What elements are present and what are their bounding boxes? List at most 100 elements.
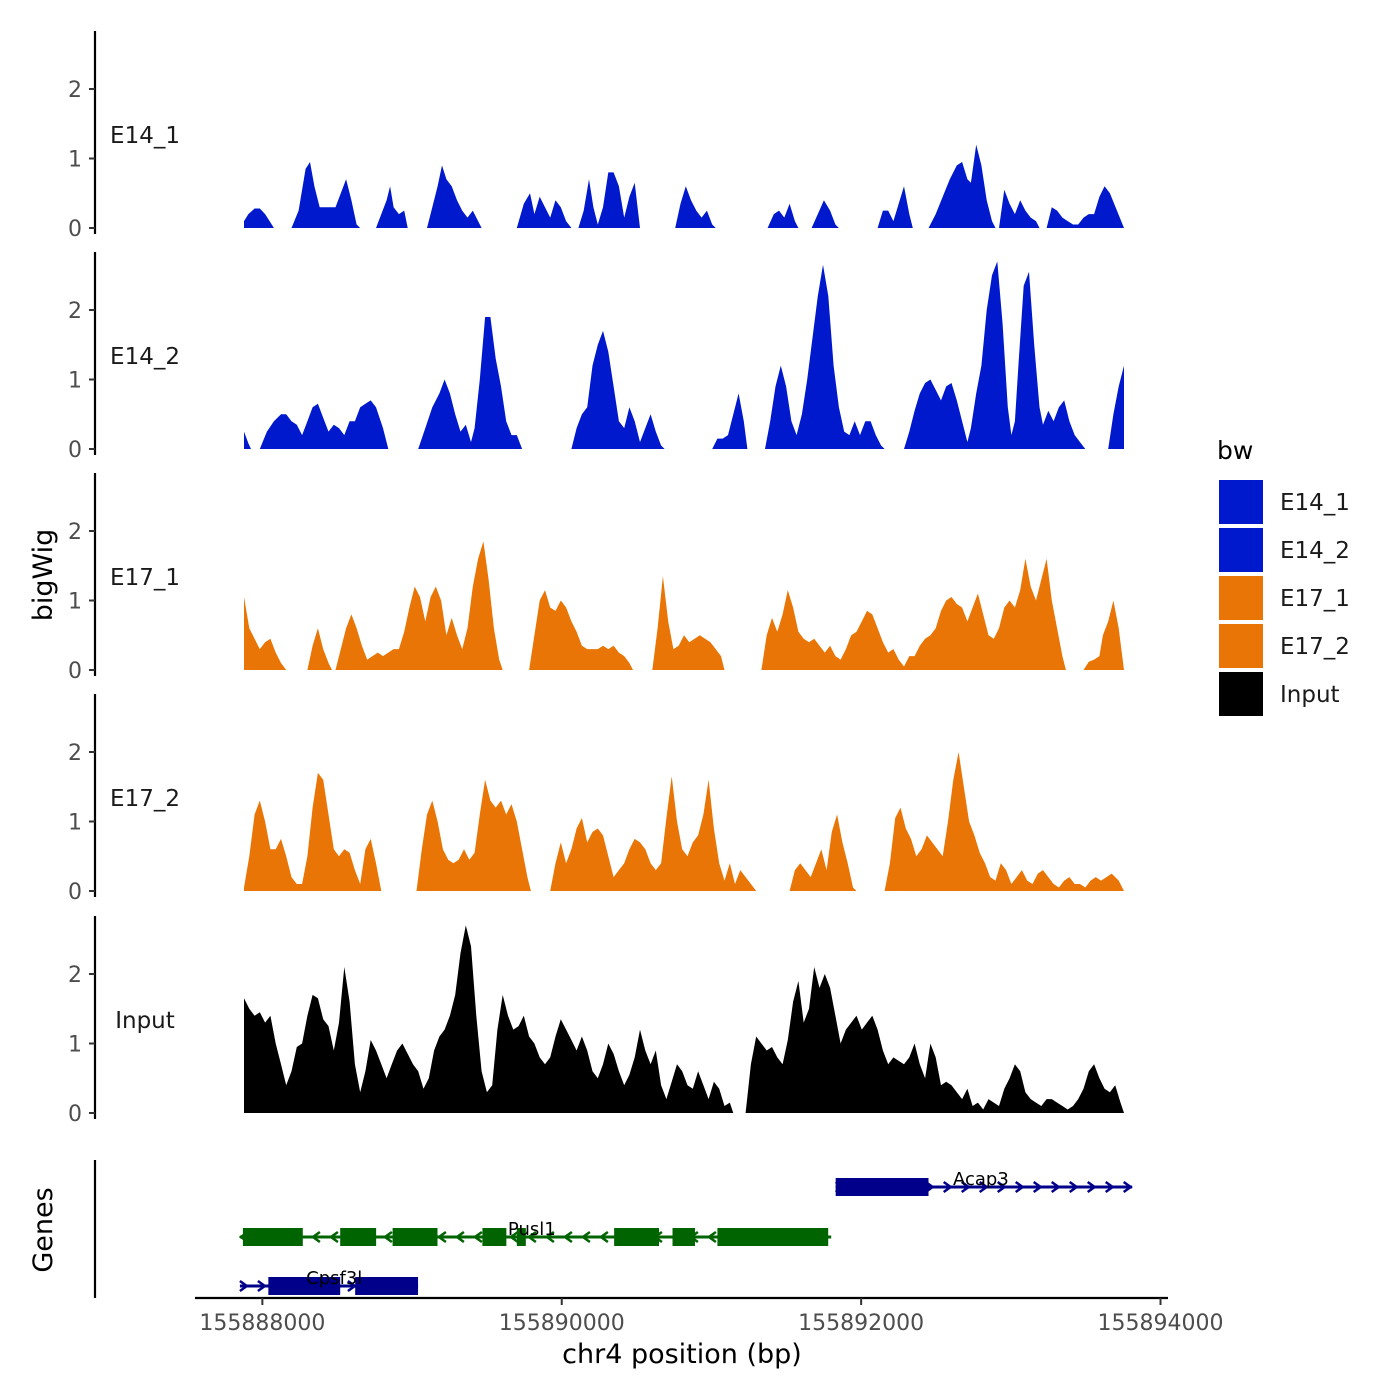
strand-chevron [454, 1230, 465, 1244]
coverage-area-e14-1 [999, 189, 1040, 228]
gene-exon [268, 1277, 341, 1295]
strand-chevron [1050, 1180, 1061, 1194]
coverage-area-e17-1 [244, 597, 287, 670]
strand-chevron [1014, 1180, 1025, 1194]
y-tick-label: 1 [68, 369, 82, 394]
gene-exon [482, 1228, 507, 1246]
legend-title: bw [1217, 436, 1253, 465]
x-tick-label: 155890000 [499, 1311, 625, 1336]
gene-exon [340, 1228, 377, 1246]
strand-chevron [1122, 1180, 1133, 1194]
coverage-area-e14-2 [571, 330, 665, 449]
strand-chevron [1104, 1180, 1115, 1194]
legend-label: E14_2 [1280, 538, 1350, 564]
legend-item-e14-2: E14_2 [1219, 528, 1350, 572]
gene-exon [242, 1228, 303, 1246]
y-tick-label: 0 [68, 217, 82, 242]
y-tick-label: 0 [68, 1102, 82, 1127]
gene-cpsf3l: Cpsf3l [239, 1268, 419, 1295]
y-axis-label: bigWig [28, 529, 59, 622]
gene-label: Acap3 [953, 1169, 1009, 1190]
coverage-area-e14-2 [418, 317, 523, 449]
legend-item-e17-2: E17_2 [1219, 624, 1350, 668]
coverage-area-e14-1 [1046, 186, 1124, 228]
strand-chevron [544, 1230, 555, 1244]
coverage-area-e17-2 [416, 779, 531, 891]
legend-item-e17-1: E17_1 [1219, 576, 1350, 620]
track-label: E17_1 [110, 565, 180, 591]
strand-chevron [310, 1230, 321, 1244]
coverage-area-e14-1 [291, 162, 361, 228]
strand-chevron [1068, 1180, 1079, 1194]
gene-acap3: Acap3 [834, 1169, 1133, 1196]
legend-item-e14-1: E14_1 [1219, 480, 1350, 524]
genes-axis-label: Genes [28, 1187, 59, 1272]
track-panel-e17-1: 0 1 2 E17_1 [68, 473, 1124, 684]
coverage-area-e17-2 [550, 776, 757, 891]
strand-chevron [436, 1230, 447, 1244]
coverage-area-e17-1 [307, 628, 332, 670]
legend-label: E17_1 [1280, 586, 1350, 612]
coverage-area-e14-1 [877, 186, 913, 228]
y-tick-label: 0 [68, 659, 82, 684]
gene-label: Pusl1 [508, 1219, 556, 1240]
coverage-area-e14-2 [765, 264, 885, 449]
strand-chevron [1086, 1180, 1097, 1194]
y-tick-label: 1 [68, 811, 82, 836]
y-tick-label: 1 [68, 1033, 82, 1058]
coverage-area-e17-1 [529, 590, 633, 670]
coverage-area-e14-2 [904, 261, 1086, 449]
gene-exon [355, 1277, 419, 1295]
y-tick-label: 2 [68, 299, 82, 324]
legend-swatch [1219, 672, 1263, 716]
coverage-area-input [745, 967, 1124, 1113]
x-axis-label: chr4 position (bp) [562, 1339, 802, 1370]
gene-exon [672, 1228, 695, 1246]
x-tick-label: 155892000 [798, 1311, 924, 1336]
y-tick-label: 2 [68, 741, 82, 766]
gene-exon [392, 1228, 438, 1246]
legend-swatch [1219, 624, 1263, 668]
strand-chevron [580, 1230, 591, 1244]
x-tick-label: 155894000 [1098, 1311, 1224, 1336]
strand-chevron [347, 1279, 358, 1293]
coverage-area-e14-2 [244, 431, 251, 449]
y-tick-label: 1 [68, 590, 82, 615]
strand-chevron [706, 1230, 717, 1244]
strand-chevron [960, 1180, 971, 1194]
track-panels: 0 1 2 E14_1 0 1 2 E14_2 0 1 2 E17_1 0 1 2 E17_2 0 1 2 Input [68, 31, 1124, 1127]
coverage-area-e14-2 [712, 393, 748, 449]
coverage-area-e14-1 [811, 200, 839, 228]
coverage-area-e17-1 [1083, 600, 1124, 670]
y-tick-label: 0 [68, 880, 82, 905]
x-axis: 155888000 155890000 155892000 155894000 [195, 1296, 1224, 1336]
gene-pusl1: Pusl1 [238, 1219, 832, 1246]
gene-label: Cpsf3l [306, 1268, 362, 1289]
strand-chevron [942, 1180, 953, 1194]
track-label: E17_2 [110, 786, 180, 812]
coverage-area-e14-1 [675, 186, 716, 228]
legend: bw E14_1 E14_2 E17_1 E17_2 Input [1217, 436, 1350, 716]
strand-chevron [978, 1180, 989, 1194]
coverage-area-e17-2 [244, 772, 382, 891]
coverage-area-e14-1 [578, 172, 640, 228]
y-tick-label: 1 [68, 148, 82, 173]
gene-exon [835, 1178, 929, 1196]
coverage-area-e17-1 [335, 541, 503, 670]
strand-chevron [472, 1230, 483, 1244]
coverage-area-e14-2 [259, 400, 389, 449]
coverage-area-e17-1 [761, 558, 1066, 670]
track-label: E14_1 [110, 123, 180, 149]
track-panel-e17-2: 0 1 2 E17_2 [68, 694, 1124, 905]
gene-exon [516, 1228, 526, 1246]
y-tick-label: 2 [68, 520, 82, 545]
coverage-area-e17-1 [652, 576, 725, 670]
genes-panel: Acap3 Pusl1 Cpsf3l [93, 1160, 1133, 1298]
legend-label: E17_2 [1280, 634, 1350, 660]
track-panel-e14-1: 0 1 2 E14_1 [68, 31, 1124, 242]
track-label: Input [115, 1008, 175, 1034]
gene-exon [614, 1228, 660, 1246]
coverage-area-e14-1 [244, 208, 274, 228]
coverage-area-e17-2 [884, 752, 1124, 891]
track-label: E14_2 [110, 344, 180, 370]
